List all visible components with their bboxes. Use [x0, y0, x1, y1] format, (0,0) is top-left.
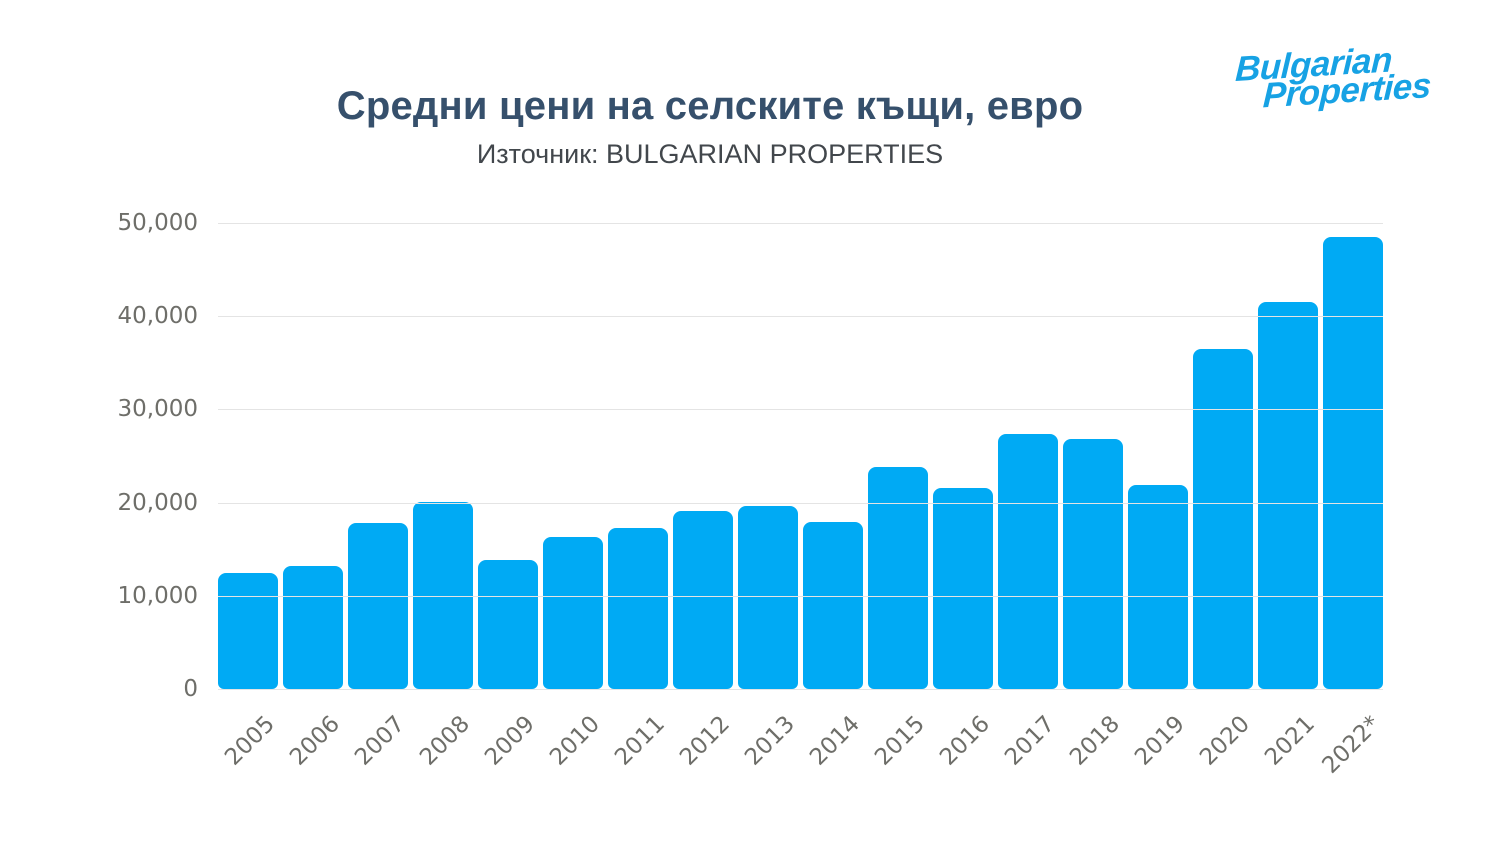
bar-2008	[413, 501, 473, 689]
x-axis-label-2018: 2018	[1065, 711, 1126, 771]
x-axis-label-2022: 2022*	[1317, 711, 1386, 779]
gridline-30000	[218, 409, 1383, 411]
y-axis-tick-label: 0	[183, 676, 198, 702]
chart-source: Източник: BULGARIAN PROPERTIES	[476, 139, 944, 169]
x-axis-label-2017: 2017	[1000, 711, 1061, 771]
bar-2007	[348, 523, 408, 689]
y-axis-tick-label: 30,000	[117, 396, 198, 423]
plot-area	[218, 223, 1383, 690]
x-axis-label-2016: 2016	[935, 711, 996, 771]
bar-2013	[738, 506, 798, 689]
bar-2005	[218, 573, 278, 689]
x-axis: 2005 2006 2007 2008 2009 2010 2011 2012 2013 2014…	[218, 689, 1386, 809]
logo-line2: Properties	[1262, 65, 1432, 116]
y-axis-tick-label: 10,000	[117, 582, 198, 609]
gridline-40000	[218, 316, 1383, 318]
y-axis-tick-label: 40,000	[117, 303, 198, 330]
x-axis-label-2021: 2021	[1260, 711, 1321, 771]
x-axis-label-2014: 2014	[805, 711, 866, 771]
x-axis-label-2006: 2006	[285, 711, 346, 771]
x-axis-label-2013: 2013	[740, 711, 801, 771]
y-axis: 0 10,000 20,000 30,000 40,000 50,000	[0, 210, 200, 702]
bar-2012	[673, 511, 733, 689]
bar-series	[218, 223, 1383, 689]
x-axis-label-2005: 2005	[220, 711, 281, 771]
gridline-10000	[218, 595, 1383, 597]
gridline-50000	[218, 223, 1383, 224]
x-axis-label-2009: 2009	[480, 711, 541, 771]
x-axis-label-2020: 2020	[1195, 711, 1256, 771]
gridline-20000	[218, 502, 1383, 504]
bar-2020	[1193, 348, 1253, 689]
x-axis-label-2019: 2019	[1130, 711, 1191, 771]
bar-2014	[803, 522, 863, 689]
y-axis-tick-label: 20,000	[117, 489, 198, 516]
bar-2019	[1128, 484, 1188, 689]
bar-2011	[608, 527, 668, 689]
x-axis-label-2007: 2007	[350, 711, 411, 771]
x-axis-label-2010: 2010	[545, 711, 606, 771]
gridline-0	[218, 689, 1383, 690]
bar-2017	[998, 433, 1058, 689]
x-axis-label-2012: 2012	[675, 711, 736, 771]
chart-header: Средни цени на селските къщи, евро Източ…	[0, 84, 1420, 170]
bar-2009	[478, 560, 538, 689]
bar-2016	[933, 487, 993, 689]
bar-2018	[1063, 439, 1123, 689]
x-axis-label-2011: 2011	[610, 711, 671, 771]
bulgarian-properties-logo: Bulgarian Properties	[1234, 40, 1432, 115]
bar-2006	[283, 566, 343, 689]
x-axis-label-2015: 2015	[870, 711, 931, 771]
bar-2010	[543, 537, 603, 689]
bar-2022	[1323, 237, 1383, 689]
bar-2021	[1258, 302, 1318, 689]
y-axis-tick-label: 50,000	[117, 210, 198, 236]
bar-2015	[868, 467, 928, 689]
x-axis-label-2008: 2008	[415, 711, 476, 771]
chart-title: Средни цени на селските къщи, евро	[336, 84, 1084, 128]
